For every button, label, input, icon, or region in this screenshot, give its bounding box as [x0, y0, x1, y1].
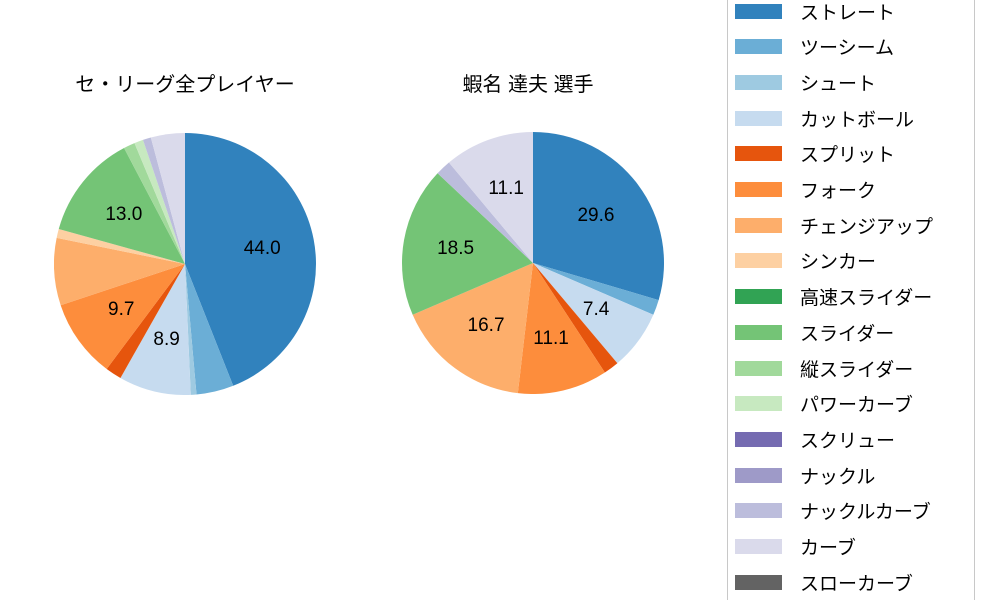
pie-value-label-ストレート: 44.0: [243, 238, 281, 260]
pie-svg: [402, 132, 664, 394]
pie-slice-スライダー: [58, 148, 185, 264]
legend-swatch-スクリュー: [735, 432, 782, 448]
legend-swatch-ナックル: [735, 467, 782, 483]
pie-value-label-チェンジアップ: 16.7: [467, 315, 505, 337]
legend-swatch-パワーカーブ: [735, 396, 782, 412]
legend-item-カーブ: カーブ: [735, 535, 856, 559]
pie-value-label-フォーク: 9.7: [108, 298, 135, 320]
pie-slice-ストレート: [185, 133, 316, 386]
legend: ストレートツーシームシュートカットボール スプリットフォークチェンジアップ シンカー…: [727, 0, 975, 600]
legend-label: ナックルカーブ: [800, 502, 931, 524]
legend-label: ツーシーム: [800, 38, 895, 60]
pie-slice-チェンジアップ: [54, 237, 186, 306]
legend-swatch-カーブ: [735, 539, 782, 555]
pie-slice-チェンジアップ: [412, 263, 533, 394]
legend-swatch-スプリット: [735, 146, 782, 162]
pie-value-label-スライダー: 18.5: [437, 238, 475, 260]
legend-swatch-高速スライダー: [735, 289, 782, 305]
legend-label: カットボール: [800, 109, 915, 131]
legend-swatch-チェンジアップ: [735, 217, 782, 233]
pie-title-league: セ・リーグ全プレイヤー: [75, 74, 295, 96]
legend-item-ツーシーム: ツーシーム: [735, 35, 894, 59]
pie-chart-league: 44.0 8.9 9.7 13.0: [54, 133, 316, 395]
pie-svg: [54, 133, 316, 395]
legend-swatch-スライダー: [735, 324, 782, 340]
legend-swatch-シンカー: [735, 253, 782, 269]
pie-slice-カットボール: [533, 263, 654, 364]
pie-slice-シュート: [185, 264, 197, 395]
legend-swatch-カットボール: [735, 110, 782, 126]
legend-item-ストレート: ストレート: [735, 0, 896, 24]
legend-swatch-シュート: [735, 74, 782, 90]
legend-item-スプリット: スプリット: [735, 142, 895, 166]
pie-title-player: 蝦名 達夫 選手: [462, 74, 594, 96]
legend-label: スプリット: [800, 145, 896, 167]
pie-slice-ストレート: [533, 132, 664, 301]
legend-swatch-フォーク: [735, 182, 782, 198]
legend-item-フォーク: フォーク: [735, 178, 876, 202]
pie-slice-フォーク: [60, 264, 185, 370]
legend-label: パワーカーブ: [800, 395, 913, 417]
legend-label: シンカー: [800, 252, 877, 274]
legend-label: ナックル: [800, 466, 876, 488]
pie-slice-シンカー: [56, 229, 185, 264]
legend-swatch-ツーシーム: [735, 39, 782, 55]
pie-value-label-カットボール: 8.9: [153, 329, 180, 351]
legend-swatch-ナックルカーブ: [735, 503, 782, 519]
pie-slice-ナックルカーブ: [437, 162, 533, 263]
pie-slice-カットボール: [120, 264, 191, 395]
pie-value-label-カーブ: 11.1: [488, 178, 524, 200]
legend-label: フォーク: [800, 181, 877, 203]
legend-item-スライダー: スライダー: [735, 320, 895, 345]
pie-slice-ナックルカーブ: [142, 137, 185, 264]
legend-label: 縦スライダー: [800, 359, 914, 381]
legend-swatch-スローカーブ: [735, 574, 782, 590]
legend-label: チェンジアップ: [800, 216, 934, 238]
pie-value-label-スライダー: 13.0: [105, 203, 143, 225]
pie-slice-ツーシーム: [533, 263, 659, 315]
legend-item-シュート: シュート: [735, 70, 877, 95]
pie-slice-カーブ: [150, 133, 185, 264]
pie-chart-player: 29.6 7.4 11.1 16.7 18.5 11.1: [402, 132, 664, 394]
legend-item-縦スライダー: 縦スライダー: [735, 356, 914, 381]
legend-swatch-縦スライダー: [735, 360, 782, 376]
legend-item-ナックルカーブ: ナックルカーブ: [735, 499, 931, 523]
legend-item-スローカーブ: スローカーブ: [735, 570, 913, 595]
legend-item-ナックル: ナックル: [735, 463, 876, 488]
legend-item-シンカー: シンカー: [735, 249, 876, 273]
legend-label: スローカーブ: [800, 573, 913, 595]
legend-item-カットボール: カットボール: [735, 106, 915, 131]
pie-slice-スライダー: [402, 173, 533, 315]
legend-swatch-ストレート: [735, 3, 782, 19]
pie-slice-スプリット: [533, 263, 618, 373]
legend-item-チェンジアップ: チェンジアップ: [735, 213, 934, 238]
pie-slice-スプリット: [106, 264, 185, 378]
pie-slice-パワーカーブ: [134, 139, 185, 264]
pie-value-label-カットボール: 7.4: [582, 298, 610, 320]
pie-value-label-ストレート: 29.6: [577, 204, 615, 226]
pie-slice-カーブ: [448, 132, 533, 263]
pie-slice-フォーク: [517, 263, 605, 394]
pie-value-label-フォーク: 11.1: [533, 328, 569, 350]
legend-label: スライダー: [800, 323, 895, 345]
legend-label: カーブ: [800, 538, 856, 560]
legend-label: 高速スライダー: [800, 288, 933, 310]
legend-item-高速スライダー: 高速スライダー: [735, 285, 932, 309]
legend-label: シュート: [800, 73, 877, 95]
pie-slice-縦スライダー: [124, 143, 185, 264]
pie-slice-ツーシーム: [185, 264, 234, 395]
legend-label: スクリュー: [800, 431, 896, 453]
legend-label: ストレート: [800, 2, 896, 24]
legend-item-スクリュー: スクリュー: [735, 428, 895, 452]
legend-item-パワーカーブ: パワーカーブ: [735, 392, 913, 416]
